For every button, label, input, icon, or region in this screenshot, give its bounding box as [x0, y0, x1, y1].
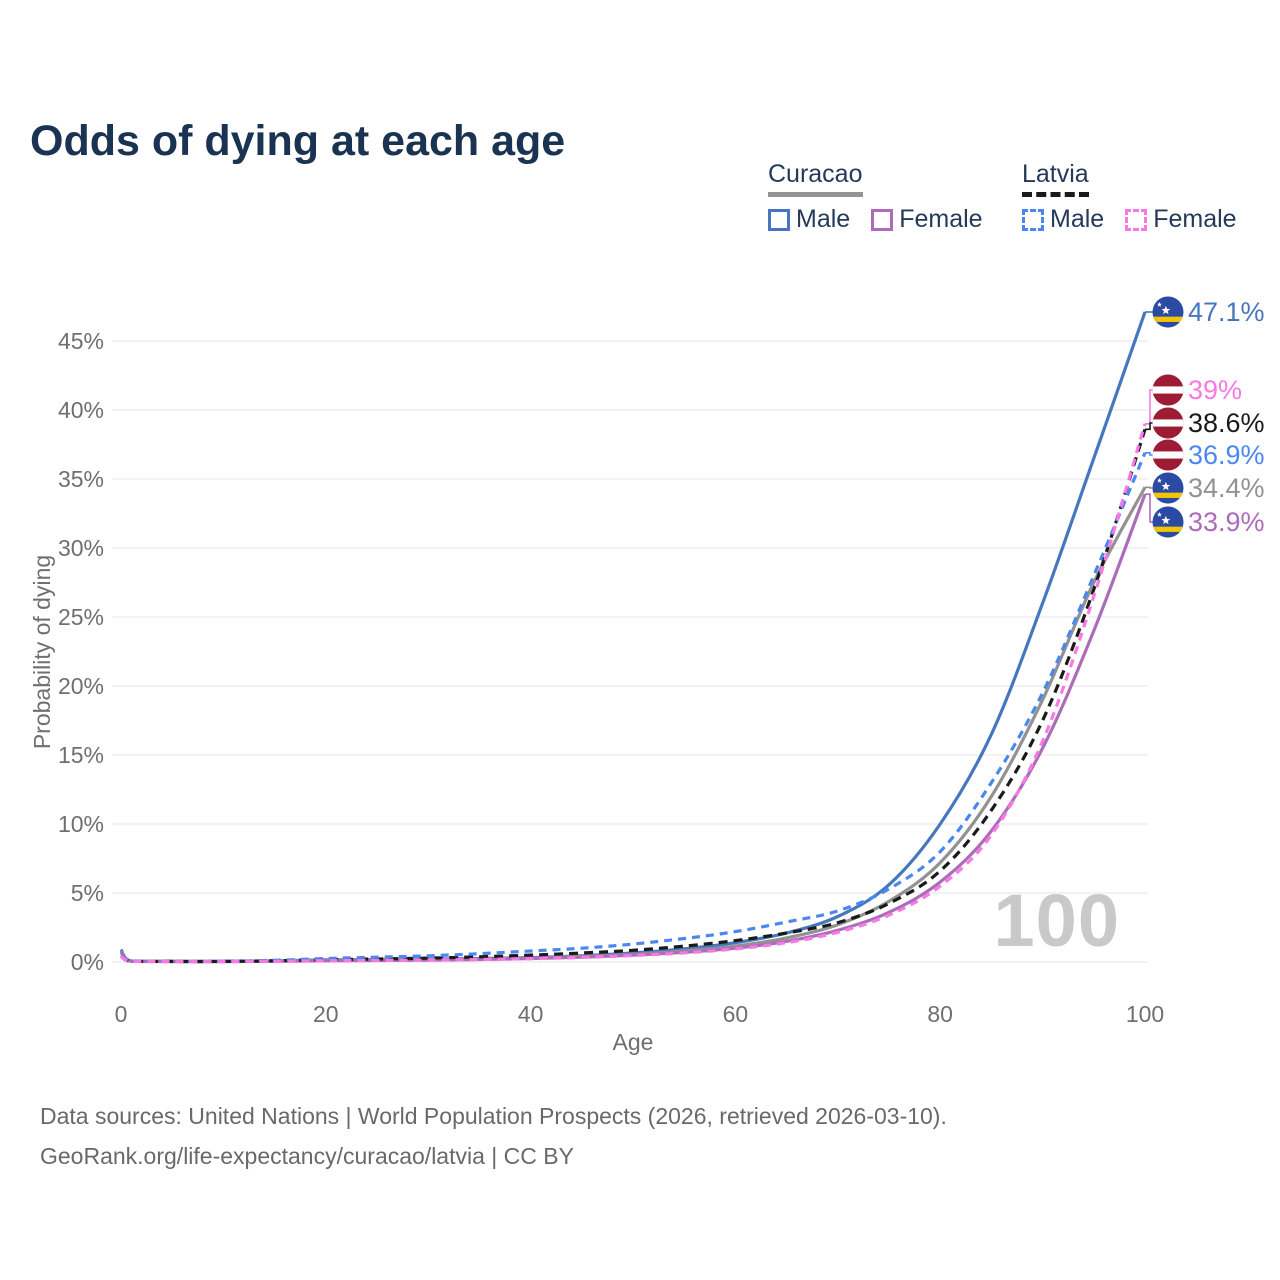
line-curacao-female	[119, 493, 1147, 964]
legend-item-latvia-female[interactable]: Female	[1125, 205, 1237, 234]
page-title: Odds of dying at each age	[30, 116, 566, 165]
y-tick-label: 25%	[58, 604, 104, 630]
legend-item-curacao-female[interactable]: Female	[871, 205, 983, 234]
curacao-female-swatch-icon	[871, 208, 894, 231]
x-tick-label: 0	[115, 1001, 128, 1027]
y-axis-title: Probability of dying	[29, 555, 55, 749]
line-latvia-female	[120, 423, 1147, 964]
footer-attribution: GeoRank.org/life-expectancy/curacao/latv…	[40, 1143, 574, 1169]
leader-line	[1145, 493, 1153, 523]
footer: Data sources: United Nations | World Pop…	[40, 1096, 947, 1176]
legend-item-latvia-male[interactable]: Male	[1022, 205, 1104, 234]
line-latvia-male	[119, 452, 1147, 964]
age-watermark: 100	[993, 879, 1120, 962]
end-value-label: 34.4%	[1188, 473, 1265, 503]
y-tick-label: 15%	[58, 742, 104, 768]
y-tick-label: 35%	[58, 466, 104, 492]
x-tick-label: 20	[313, 1001, 339, 1027]
curacao-male-swatch-icon	[768, 208, 790, 231]
chart-legend: Curacao Male Female Latvia Male	[0, 160, 1280, 240]
y-tick-label: 20%	[58, 673, 104, 699]
y-tick-label: 10%	[58, 811, 104, 837]
y-tick-label: 0%	[71, 949, 104, 975]
legend-item-curacao-male[interactable]: Male	[768, 205, 850, 234]
leader-line	[1145, 422, 1153, 431]
y-tick-label: 30%	[58, 535, 104, 561]
legend-label-curacao-male: Male	[796, 205, 851, 233]
legend-label-curacao-female: Female	[899, 205, 983, 233]
x-tick-label: 100	[1126, 1001, 1164, 1027]
line-curacao-both	[119, 486, 1147, 964]
line-latvia-both	[120, 428, 1147, 964]
x-tick-label: 40	[518, 1001, 544, 1027]
y-tick-label: 40%	[58, 397, 104, 423]
x-tick-label: 80	[927, 1001, 953, 1027]
leader-line	[1145, 452, 1153, 456]
flag-curacao-icon	[1152, 472, 1184, 504]
end-value-label: 33.9%	[1188, 507, 1265, 537]
latvia-male-swatch-icon	[1022, 208, 1044, 231]
y-tick-label: 5%	[71, 880, 104, 906]
leader-line	[1145, 389, 1153, 425]
x-tick-label: 60	[723, 1001, 749, 1027]
flag-curacao-icon	[1152, 296, 1184, 328]
legend-group-curacao: Curacao Male Female	[768, 160, 983, 234]
flag-latvia-icon	[1152, 439, 1184, 471]
end-value-label: 36.9%	[1188, 440, 1265, 470]
end-value-label: 38.6%	[1188, 408, 1265, 438]
footer-data-sources: Data sources: United Nations | World Pop…	[40, 1103, 947, 1129]
leader-line	[1145, 486, 1153, 489]
flag-latvia-icon	[1152, 407, 1184, 439]
legend-label-latvia-male: Male	[1050, 205, 1105, 233]
latvia-female-swatch-icon	[1125, 208, 1148, 231]
legend-group-latvia: Latvia Male Female	[1022, 160, 1237, 234]
flag-curacao-icon	[1152, 506, 1184, 538]
legend-country-latvia: Latvia	[1022, 160, 1089, 197]
end-value-label: 47.1%	[1188, 297, 1265, 327]
x-axis-title: Age	[613, 1029, 654, 1055]
y-tick-label: 45%	[58, 328, 104, 354]
legend-label-latvia-female: Female	[1153, 205, 1237, 233]
end-value-label: 39%	[1188, 375, 1242, 405]
flag-latvia-icon	[1152, 374, 1184, 406]
legend-country-curacao: Curacao	[768, 160, 863, 197]
